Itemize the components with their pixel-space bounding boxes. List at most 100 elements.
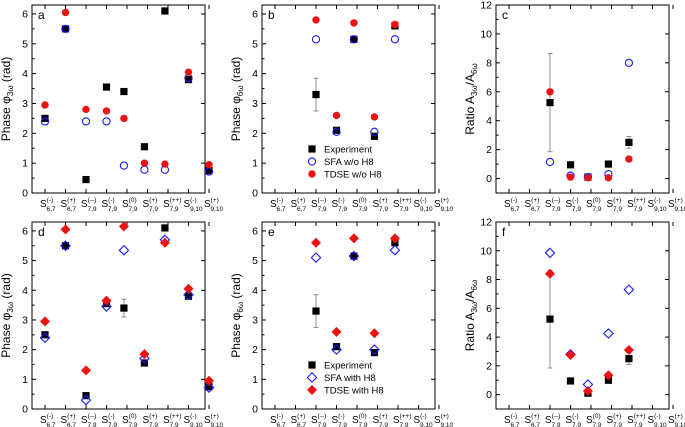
x-tick-sub: 7,9 — [170, 422, 179, 427]
data-point — [101, 295, 112, 306]
x-tick-sub: 7,9 — [400, 422, 409, 427]
data-point — [312, 16, 320, 24]
x-tick-sub: 7,9 — [338, 206, 347, 213]
x-tick-base: S — [102, 415, 109, 426]
x-tick-label: S(++) 7,9 — [627, 197, 646, 213]
data-point — [118, 244, 130, 256]
data-point — [350, 19, 358, 27]
data-point — [312, 307, 320, 315]
ylabel-sub: 3ω — [6, 302, 15, 313]
x-tick-sub: 6,7 — [297, 206, 306, 213]
x-tick-sub: 7,9 — [379, 206, 388, 213]
x-tick-sub: 6,7 — [67, 422, 76, 427]
x-tick-base: S — [204, 415, 211, 426]
x-tick-sup: (-) — [338, 197, 345, 204]
x-tick-sup: (0) — [593, 413, 601, 420]
panel-letter: f — [502, 225, 506, 239]
x-tick-label: S(++) 7,9 — [393, 197, 412, 213]
y-axis-label: Phase φ6ω (rad) — [229, 273, 245, 358]
y-axis-label: Ratio A3ω/A6ω — [463, 63, 479, 134]
y-tick-label: 6 — [252, 225, 258, 237]
x-tick-label: S(+) 6,7 — [291, 197, 307, 213]
x-tick-sub: 9,10 — [675, 206, 685, 213]
x-tick-base: S — [352, 199, 359, 210]
x-tick-sup: (+) — [67, 413, 75, 420]
x-tick-sub: 9,10 — [420, 206, 433, 213]
y-tick-label: 5 — [22, 38, 28, 50]
x-tick-base: S — [504, 415, 511, 426]
x-tick-base: S — [352, 415, 359, 426]
x-tick-base: S — [668, 199, 675, 210]
y-tick-label: 6 — [486, 86, 492, 98]
x-tick-base: S — [525, 199, 532, 210]
data-point — [370, 113, 379, 121]
x-tick-sup: (+) — [149, 413, 157, 420]
data-point — [81, 117, 91, 126]
x-tick-label: S(0) 7,9 — [122, 197, 138, 213]
x-tick-base: S — [586, 415, 593, 426]
x-tick-sup: (+) — [675, 197, 683, 204]
x-tick-base: S — [566, 415, 573, 426]
data-point — [311, 237, 321, 248]
x-tick-sub: 7,9 — [572, 422, 581, 427]
x-tick-base: S — [270, 199, 277, 210]
x-tick-label: S(+) 6,7 — [61, 197, 77, 213]
legend-marker — [308, 145, 316, 153]
legend-label: TDSE with H8 — [324, 386, 384, 397]
data-point — [140, 165, 149, 174]
x-tick-sub: 7,9 — [108, 206, 117, 213]
x-tick-base: S — [332, 415, 339, 426]
y-tick-label: 4 — [22, 68, 28, 80]
y-axis-label: Phase φ3ω (rad) — [0, 273, 15, 358]
data-point — [331, 344, 342, 356]
data-point — [604, 376, 613, 384]
data-point — [139, 353, 150, 364]
x-tick-sub: 7,9 — [88, 422, 97, 427]
x-tick-sup: (+) — [297, 197, 305, 204]
x-tick-base: S — [184, 199, 191, 210]
data-point — [161, 7, 169, 15]
x-tick-label: S(0) 7,9 — [586, 197, 602, 213]
x-tick-base: S — [545, 199, 552, 210]
data-point — [120, 114, 128, 123]
ylabel-sub: 3ω — [6, 85, 15, 96]
x-tick-sub: 6,7 — [277, 422, 286, 427]
x-tick-base: S — [40, 415, 47, 426]
legend-marker — [308, 361, 316, 369]
y-tick-label: 0 — [486, 389, 492, 401]
panel-letter: d — [38, 225, 45, 239]
x-tick-label: S(-) 7,9 — [332, 413, 348, 427]
data-point — [546, 315, 554, 323]
y-tick-label: 6 — [22, 8, 28, 20]
x-tick-label: S(--) 7,9 — [545, 413, 561, 427]
x-tick-sup: (--) — [318, 413, 327, 420]
x-tick-label: S(+) 9,10 — [204, 413, 224, 427]
x-tick-label: S(-) 7,9 — [102, 413, 118, 427]
ylabel-main: Ratio A — [463, 96, 477, 135]
x-tick-sup: (0) — [129, 413, 137, 420]
data-point — [101, 301, 112, 312]
x-tick-base: S — [332, 199, 339, 210]
x-tick-sub: 9,10 — [211, 206, 224, 213]
x-tick-base: S — [81, 415, 88, 426]
y-axis-label: Ratio A3ω/A6ω — [463, 280, 479, 351]
y-tick-label: 1 — [22, 374, 28, 386]
x-tick-sub: 6,7 — [47, 422, 56, 427]
x-tick-sup: (--) — [318, 197, 327, 204]
data-point — [183, 289, 194, 301]
x-tick-sub: 7,9 — [593, 422, 602, 427]
y-tick-label: 3 — [22, 314, 28, 326]
data-point — [159, 237, 170, 248]
x-tick-base: S — [586, 199, 593, 210]
x-tick-base: S — [291, 199, 298, 210]
data-point — [204, 375, 214, 386]
y-tick-label: 4 — [486, 332, 492, 344]
data-point — [545, 268, 555, 279]
x-tick-base: S — [291, 415, 298, 426]
x-tick-label: S(+) 9,10 — [668, 413, 685, 427]
y-tick-label: 6 — [22, 225, 28, 237]
x-tick-sup: (-) — [47, 197, 54, 204]
data-point — [82, 105, 90, 114]
data-point — [205, 167, 213, 175]
x-tick-sub: 6,7 — [47, 206, 56, 213]
